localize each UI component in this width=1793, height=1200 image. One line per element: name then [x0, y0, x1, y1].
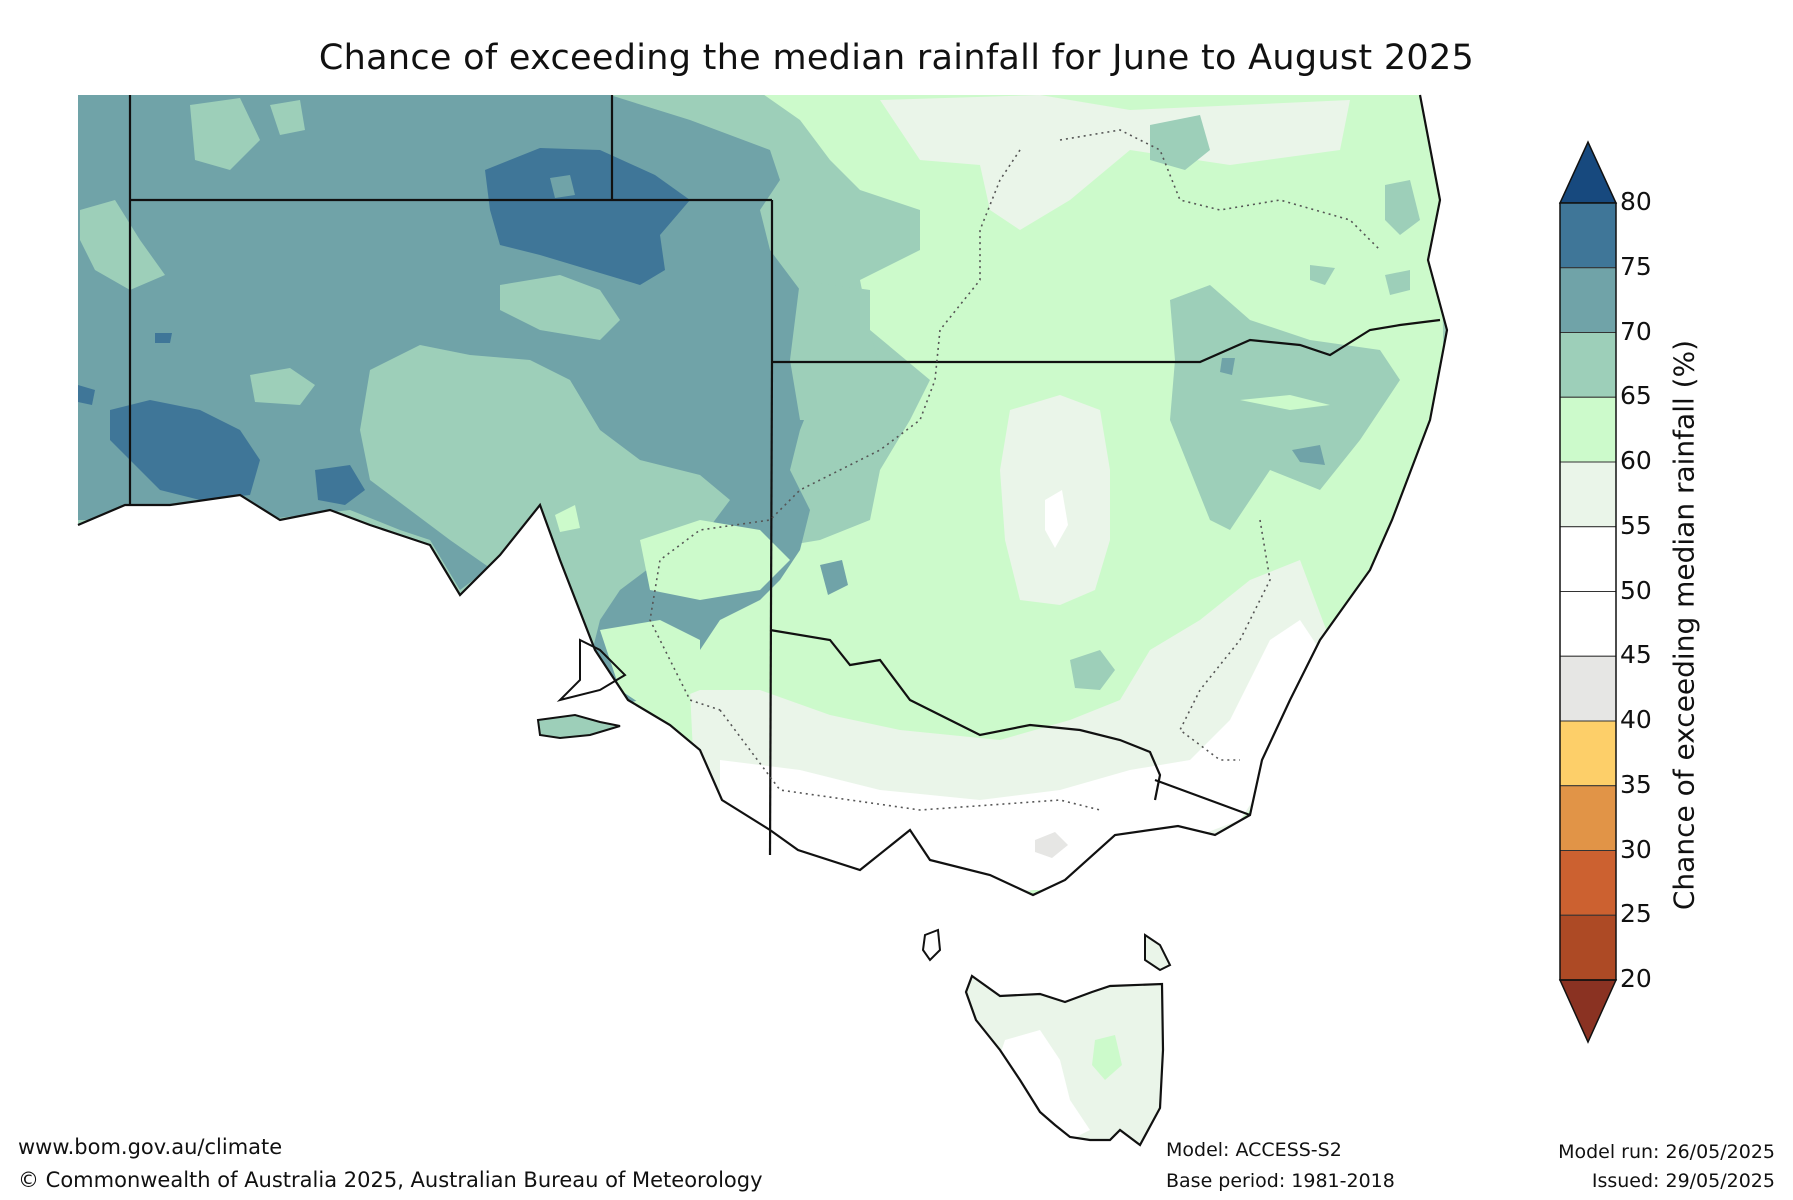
- band-60-65-sa: [640, 520, 790, 600]
- mainland-fills: [78, 95, 1447, 895]
- band-75-80-sa-mid: [315, 465, 365, 505]
- map-title: Chance of exceeding the median rainfall …: [318, 38, 1475, 78]
- band-65-70-nt: [190, 98, 260, 170]
- band-55-60-northeast: [880, 95, 1350, 230]
- tasmania-coastline: [964, 974, 1165, 1147]
- band-70-75-dot2: [1220, 358, 1235, 375]
- band-65-70-nt2: [270, 100, 305, 135]
- band-50-55-central: [1045, 490, 1068, 548]
- band-60-65-tas: [1092, 1035, 1122, 1080]
- band-75-80-wa-edge: [78, 385, 95, 405]
- band-65-70-border: [790, 280, 880, 420]
- colorbar-tick-label: 70: [1620, 316, 1652, 346]
- colorbar-band-35-40: [1559, 720, 1617, 787]
- band-70-75-dot: [820, 560, 848, 595]
- king-island: [921, 928, 942, 962]
- colorbar-label: Chance of exceeding median rainfall (%): [1667, 339, 1701, 911]
- colorbar-band-75-80: [1559, 202, 1617, 269]
- mainland-coastline: [77, 94, 1449, 897]
- band-65-70-inlay: [360, 345, 730, 660]
- colorbar-tick-label: 60: [1620, 446, 1652, 475]
- band-60-65-spencer: [600, 620, 700, 710]
- band-65-70-dot: [1310, 265, 1335, 285]
- colorbar-tick-label: 45: [1620, 640, 1652, 670]
- colorbar-band-40-45: [1559, 655, 1617, 722]
- colorbar-band-60-65: [1559, 396, 1617, 463]
- band-60-65-dot: [555, 505, 580, 532]
- band-65-70-wa: [80, 200, 165, 290]
- colorbar-tick-label: 65: [1620, 381, 1652, 411]
- colorbar-bands: [1559, 202, 1617, 981]
- band-65-70-inlay2: [500, 275, 620, 340]
- band-65-70-coast: [1385, 180, 1420, 235]
- colorbar-tick-label: 75: [1620, 251, 1652, 281]
- tasmania-fills: [966, 976, 1163, 1145]
- district-boundaries: [649, 129, 1381, 811]
- colorbar-band-25-30: [1559, 850, 1617, 916]
- colorbar: [1558, 140, 1618, 1044]
- colorbar-tick-label: 50: [1620, 575, 1652, 605]
- colorbar-band-70-75: [1559, 267, 1617, 333]
- colorbar-band-30-35: [1559, 785, 1617, 851]
- band-70-75-dot3: [1292, 445, 1325, 465]
- band-60-65-inner: [1240, 395, 1330, 410]
- band-75-80-sa-west: [110, 400, 260, 500]
- flinders-island: [1144, 933, 1172, 972]
- footer-url: www.bom.gov.au/climate: [18, 1135, 283, 1159]
- border-nsw-vic: [769, 628, 1162, 801]
- colorbar-tick-label: 30: [1620, 834, 1652, 864]
- gulf-coast: [556, 638, 627, 702]
- colorbar-band-45-50: [1559, 591, 1617, 657]
- state-borders: [128, 95, 1441, 856]
- colorbar-band-20-25: [1559, 914, 1617, 981]
- footer-model-run: Model run: 26/05/2025: [1558, 1141, 1775, 1163]
- band-65-70-inlay3: [250, 368, 315, 405]
- colorbar-tick-label: 35: [1620, 769, 1652, 799]
- colorbar-band-55-60: [1559, 461, 1617, 528]
- footer-base-period: Base period: 1981-2018: [1166, 1170, 1395, 1192]
- colorbar-over-triangle: [1558, 140, 1618, 204]
- colorbar-tick-label: 20: [1620, 964, 1652, 993]
- band-65-70-qld: [1150, 115, 1210, 170]
- colorbar-band-50-55: [1559, 526, 1617, 592]
- colorbar-tick-label: 80: [1620, 187, 1652, 216]
- band-75-80-north: [485, 148, 690, 285]
- border-qld-nsw: [772, 318, 1441, 364]
- colorbar-band-65-70: [1559, 332, 1617, 398]
- colorbar-frame: [1559, 202, 1617, 981]
- colorbar-under-triangle: [1558, 979, 1618, 1044]
- border-vic-nsw-coast: [1154, 778, 1251, 817]
- border-sa-vic-nsw: [768, 361, 774, 856]
- band-70-75-hole: [550, 175, 575, 198]
- colorbar-tick-label: 55: [1620, 510, 1652, 540]
- kangaroo-island: [536, 713, 621, 740]
- footer-issued: Issued: 29/05/2025: [1591, 1170, 1775, 1192]
- band-65-70-vic: [1070, 650, 1115, 690]
- footer-copyright: © Commonwealth of Australia 2025, Austra…: [18, 1168, 763, 1192]
- band-65-70-dot2: [1385, 270, 1410, 295]
- band-50-55-tas: [995, 1030, 1090, 1145]
- band-40-45-spot: [1035, 832, 1068, 858]
- colorbar-tick-label: 25: [1620, 899, 1652, 929]
- band-75-80-dot: [155, 333, 172, 343]
- band-50-55-south: [720, 620, 1320, 890]
- footer-model: Model: ACCESS-S2: [1166, 1139, 1342, 1161]
- colorbar-tick-label: 40: [1620, 705, 1652, 734]
